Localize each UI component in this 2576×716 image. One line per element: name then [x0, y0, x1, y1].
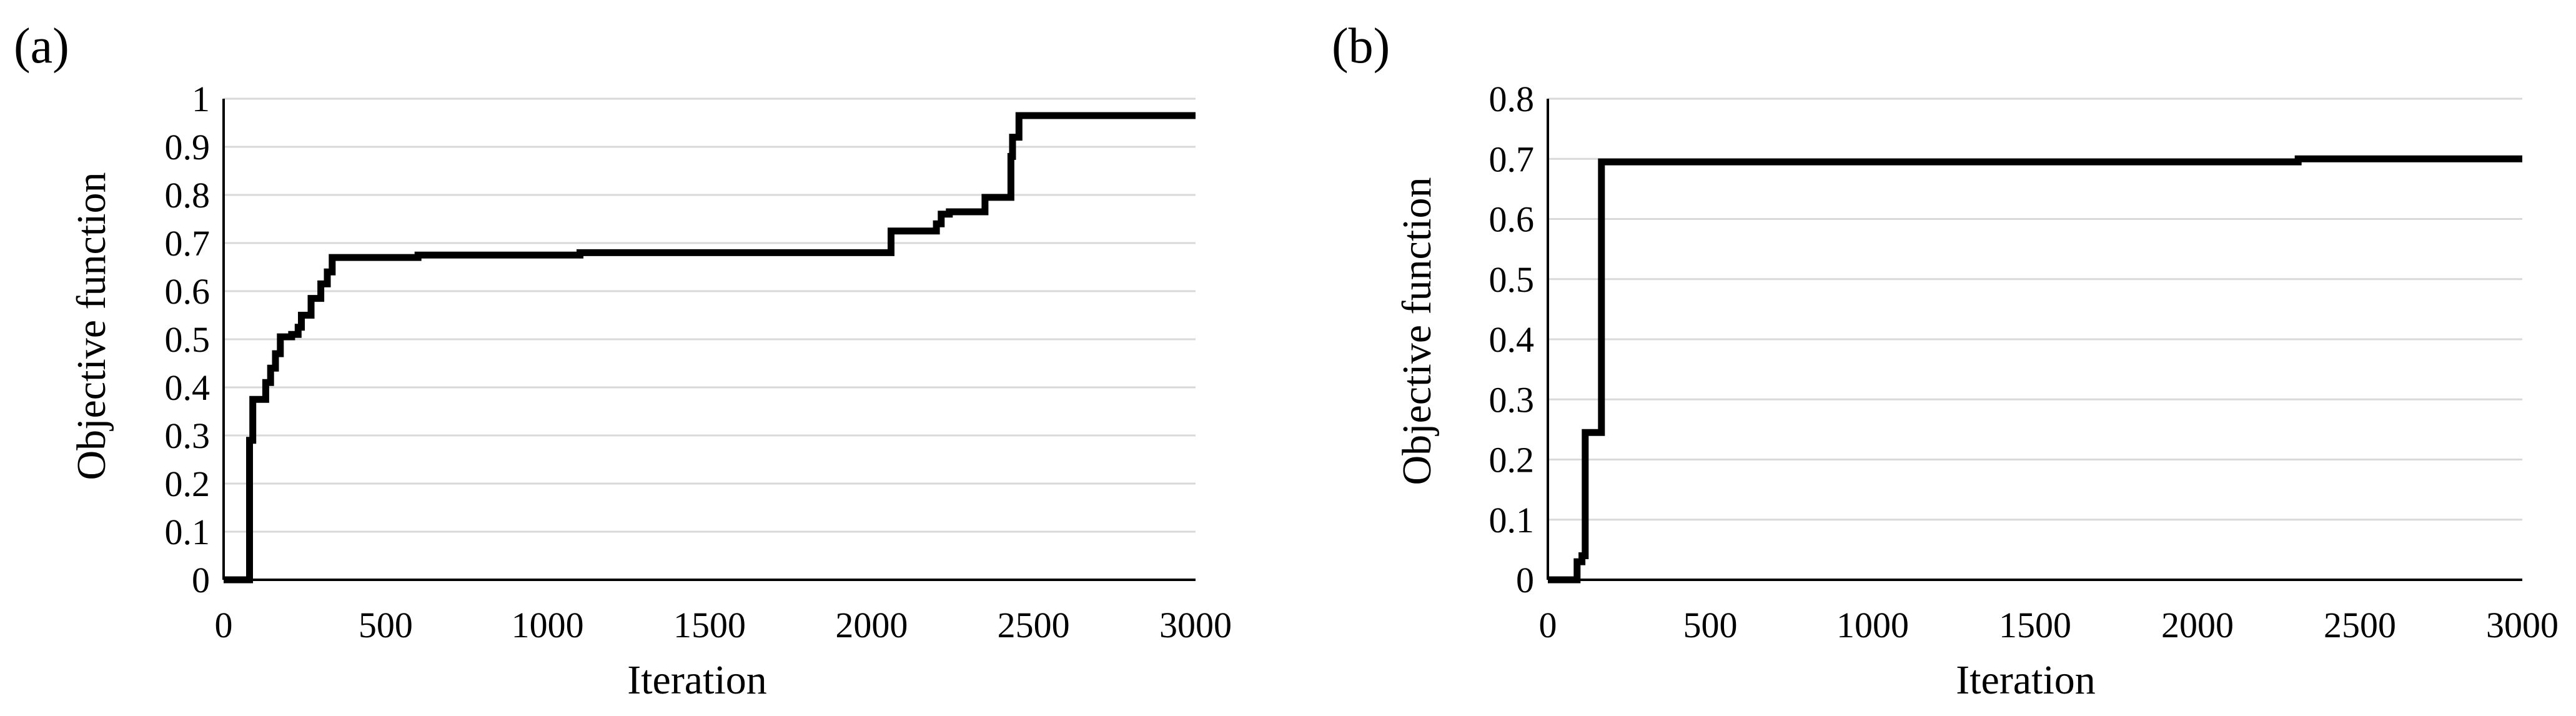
panel-a-y-tick-label: 0.9 [165, 127, 211, 167]
panel-a-axes [222, 99, 1196, 581]
panel-b-x-tick-label: 1500 [1999, 605, 2071, 645]
panel-a-y-axis-title: Objective function [69, 172, 114, 480]
panel-b-y-tick-label: 0.3 [1489, 379, 1535, 420]
panel-b-label: (b) [1332, 19, 1390, 74]
panel-a-y-tick-label: 0.7 [165, 223, 211, 264]
panel-a-y-tick-label: 0.6 [165, 271, 211, 312]
panel-a-y-tick-label: 0.2 [165, 464, 211, 504]
panel-a-x-axis-title: Iteration [627, 657, 767, 703]
panel-a-x-tick-label: 500 [359, 605, 413, 645]
panel-a-y-tick-label: 0.3 [165, 415, 211, 456]
panel-b-y-tick-label: 0.1 [1489, 500, 1535, 540]
panel-a-series-line [224, 112, 1196, 584]
panel-a-x-tick-label: 2500 [998, 605, 1070, 645]
panel-b-x-tick-label: 500 [1683, 605, 1738, 645]
panel-a-x-tick-label: 1000 [512, 605, 584, 645]
panel-a-series [224, 112, 1196, 584]
panel-b-y-tick-label: 0.4 [1489, 319, 1535, 360]
panel-a-x-tick-label: 1500 [673, 605, 746, 645]
panel-b-y-tick-label: 0.6 [1489, 199, 1535, 240]
panel-a: (a) 0 500 1000 1500 2000 2500 3000 00.10.20.30… [14, 19, 1232, 703]
panel-a-x-tick-label: 3000 [1159, 605, 1232, 645]
panel-b-x-tick-label: 1000 [1836, 605, 1909, 645]
panel-b-x-tick-label: 2500 [2324, 605, 2396, 645]
panel-a-y-tick-label: 1 [192, 79, 210, 119]
panel-a-y-tick-label: 0.1 [165, 512, 211, 552]
panel-b-x-tick-label: 0 [1539, 605, 1557, 645]
panel-a-x-tick-label: 2000 [835, 605, 908, 645]
panel-a-y-tick-label: 0.8 [165, 175, 211, 216]
panel-a-gridlines [224, 97, 1196, 533]
panel-b-x-tick-labels: 0 500 1000 1500 2000 2500 3000 [1539, 605, 2559, 645]
panel-b-y-tick-label: 0.2 [1489, 440, 1535, 480]
panel-a-label: (a) [14, 19, 69, 74]
panel-a-y-tick-label: 0.4 [165, 367, 211, 408]
panel-a-x-tick-label: 0 [215, 605, 233, 645]
panel-a-y-tick-label: 0.5 [165, 319, 211, 360]
panel-b-y-tick-labels: 0 0.1 0.2 0.3 0.4 0.5 0.6 0.7 0.8 [1489, 79, 1535, 600]
panel-b: (b) 0 500 1000 1500 2000 2500 3000 00.10.20.30… [1332, 19, 2559, 703]
panel-b-series-line [1548, 155, 2522, 584]
panel-b-x-tick-label: 2000 [2161, 605, 2234, 645]
panel-b-y-axis-title: Objective function [1394, 177, 1440, 485]
panel-b-y-tick-label: 0.5 [1489, 259, 1535, 300]
panel-b-axes [1547, 99, 2522, 581]
panel-a-y-tick-label: 0 [192, 560, 210, 600]
panel-b-y-tick-label: 0.8 [1489, 79, 1535, 119]
panel-b-y-tick-label: 0.7 [1489, 139, 1535, 179]
panel-b-y-tick-label: 0 [1516, 560, 1534, 600]
panel-b-x-axis-title: Iteration [1956, 657, 2096, 703]
panel-a-x-tick-labels: 0 500 1000 1500 2000 2500 3000 [215, 605, 1232, 645]
panel-a-y-tick-labels: 0 0.1 0.2 0.3 0.4 0.5 0.6 0.7 0.8 0.9 1 [165, 79, 211, 600]
panel-b-series [1548, 155, 2522, 584]
panel-b-x-tick-label: 3000 [2486, 605, 2559, 645]
